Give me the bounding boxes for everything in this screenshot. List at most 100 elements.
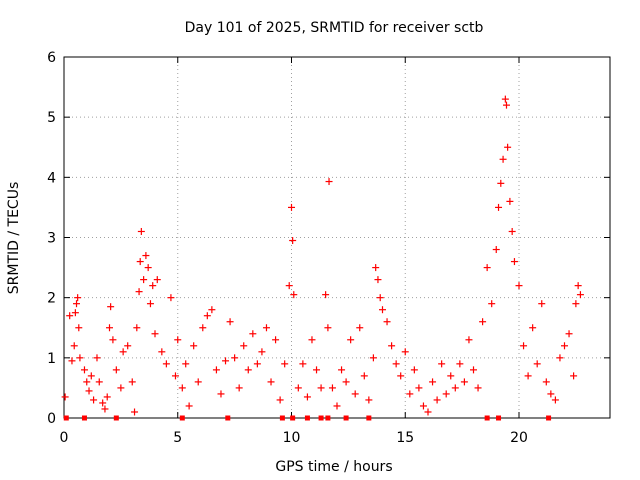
data-point	[212, 366, 220, 374]
data-point	[208, 306, 216, 314]
data-point	[151, 330, 159, 338]
data-point	[565, 330, 573, 338]
data-point	[71, 309, 79, 317]
data-point	[406, 390, 414, 398]
data-point	[258, 348, 266, 356]
data-point	[506, 197, 514, 205]
data-point	[87, 372, 95, 380]
data-point	[556, 354, 564, 362]
data-point	[249, 330, 257, 338]
data-point	[502, 101, 510, 109]
data-point	[171, 372, 179, 380]
data-point	[524, 372, 532, 380]
data-point	[551, 396, 559, 404]
data-point	[267, 378, 275, 386]
data-point	[474, 384, 482, 392]
x-tick-label: 15	[396, 430, 414, 446]
zero-marker	[325, 415, 331, 421]
data-point	[244, 366, 252, 374]
data-point	[149, 282, 157, 290]
data-point	[222, 357, 230, 365]
data-point	[504, 143, 512, 151]
data-point	[313, 366, 321, 374]
data-point	[442, 390, 450, 398]
zero-marker	[63, 415, 69, 421]
data-point	[142, 252, 150, 260]
data-point	[572, 300, 580, 308]
data-point	[80, 366, 88, 374]
data-point	[70, 342, 78, 350]
data-point	[570, 372, 578, 380]
grid-lines	[64, 57, 610, 418]
data-point	[342, 378, 350, 386]
data-point	[153, 276, 161, 284]
data-point	[465, 336, 473, 344]
data-point	[112, 366, 120, 374]
zero-marker	[546, 415, 552, 421]
data-point	[182, 360, 190, 368]
data-point	[68, 357, 76, 365]
x-tick-label: 10	[283, 430, 301, 446]
data-point	[194, 378, 202, 386]
data-point	[351, 390, 359, 398]
data-point	[397, 372, 405, 380]
data-point	[383, 318, 391, 326]
axis-ticks: 0 1 2 3 4 5 6 0 5 10 15 20	[47, 50, 610, 446]
data-point	[574, 282, 582, 290]
data-point	[429, 378, 437, 386]
data-point	[99, 399, 107, 407]
x-axis-label: GPS time / hours	[275, 459, 392, 475]
data-point	[73, 300, 81, 308]
x-tick-label: 0	[60, 430, 69, 446]
data-point	[140, 276, 148, 284]
data-point	[281, 360, 289, 368]
data-point	[529, 324, 537, 332]
data-point	[479, 318, 487, 326]
data-point	[520, 342, 528, 350]
y-tick-label: 2	[47, 291, 56, 307]
y-tick-label: 3	[47, 231, 56, 247]
data-point	[460, 378, 468, 386]
data-point	[117, 384, 125, 392]
data-point	[576, 291, 584, 299]
data-point	[285, 282, 293, 290]
data-point	[492, 246, 500, 254]
data-point	[103, 393, 111, 401]
data-point	[419, 402, 427, 410]
data-point	[415, 384, 423, 392]
data-point	[203, 312, 211, 320]
zero-marker	[290, 415, 296, 421]
data-point	[231, 354, 239, 362]
data-point	[499, 155, 507, 163]
data-point	[119, 348, 127, 356]
data-point	[374, 276, 382, 284]
x-tick-label: 20	[510, 430, 528, 446]
zero-marker	[318, 415, 324, 421]
data-point	[276, 396, 284, 404]
data-point	[167, 294, 175, 302]
zero-marker	[484, 415, 490, 421]
data-point	[107, 303, 115, 311]
data-point	[109, 336, 117, 344]
data-point	[74, 294, 82, 302]
data-point	[561, 342, 568, 350]
data-point	[158, 348, 166, 356]
zero-marker	[225, 415, 231, 421]
data-point	[438, 360, 446, 368]
data-point	[510, 258, 518, 266]
data-point	[240, 342, 248, 350]
chart-title: Day 101 of 2025, SRMTID for receiver sct…	[185, 20, 484, 36]
data-point	[379, 306, 386, 314]
data-point	[93, 354, 101, 362]
zero-marker	[81, 415, 87, 421]
data-point	[360, 372, 368, 380]
data-point	[262, 324, 270, 332]
data-point	[325, 178, 333, 186]
data-point	[131, 408, 139, 416]
data-point	[235, 384, 243, 392]
data-point	[328, 384, 336, 392]
zero-marker	[366, 415, 372, 421]
data-point	[137, 227, 145, 235]
data-point	[388, 342, 396, 350]
data-point	[185, 402, 193, 410]
